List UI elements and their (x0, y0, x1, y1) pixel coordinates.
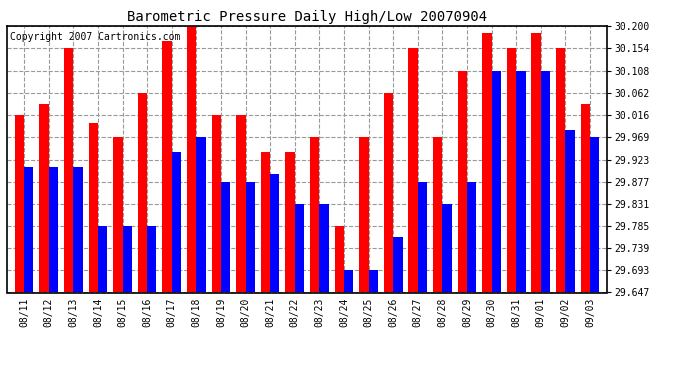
Bar (162, 41, 172, 292)
Bar (172, 152, 181, 292)
Bar (49, 167, 58, 292)
Bar (393, 237, 402, 292)
Bar (187, 26, 197, 292)
Bar (541, 70, 550, 292)
Bar (73, 167, 83, 292)
Bar (368, 270, 378, 292)
Bar (319, 204, 328, 292)
Bar (565, 130, 575, 292)
Bar (491, 70, 501, 292)
Bar (531, 33, 541, 292)
Bar (24, 167, 34, 292)
Bar (507, 48, 516, 292)
Bar (359, 138, 368, 292)
Bar (98, 226, 107, 292)
Bar (147, 226, 157, 292)
Bar (261, 152, 270, 292)
Bar (457, 70, 467, 292)
Bar (442, 204, 452, 292)
Bar (138, 93, 147, 292)
Bar (590, 138, 600, 292)
Bar (64, 48, 73, 292)
Bar (88, 123, 98, 292)
Title: Barometric Pressure Daily High/Low 20070904: Barometric Pressure Daily High/Low 20070… (127, 10, 487, 24)
Bar (344, 270, 353, 292)
Bar (417, 182, 427, 292)
Bar (516, 70, 526, 292)
Bar (467, 182, 476, 292)
Bar (556, 48, 565, 292)
Bar (433, 138, 442, 292)
Bar (39, 104, 49, 292)
Bar (270, 174, 279, 292)
Bar (580, 104, 590, 292)
Bar (335, 226, 344, 292)
Bar (246, 182, 255, 292)
Bar (123, 226, 132, 292)
Bar (310, 138, 319, 292)
Bar (14, 115, 24, 292)
Bar (482, 33, 491, 292)
Bar (113, 138, 123, 292)
Bar (197, 138, 206, 292)
Bar (221, 182, 230, 292)
Bar (384, 93, 393, 292)
Bar (295, 204, 304, 292)
Text: Copyright 2007 Cartronics.com: Copyright 2007 Cartronics.com (10, 32, 180, 42)
Bar (212, 115, 221, 292)
Bar (286, 152, 295, 292)
Bar (236, 115, 246, 292)
Bar (408, 48, 417, 292)
